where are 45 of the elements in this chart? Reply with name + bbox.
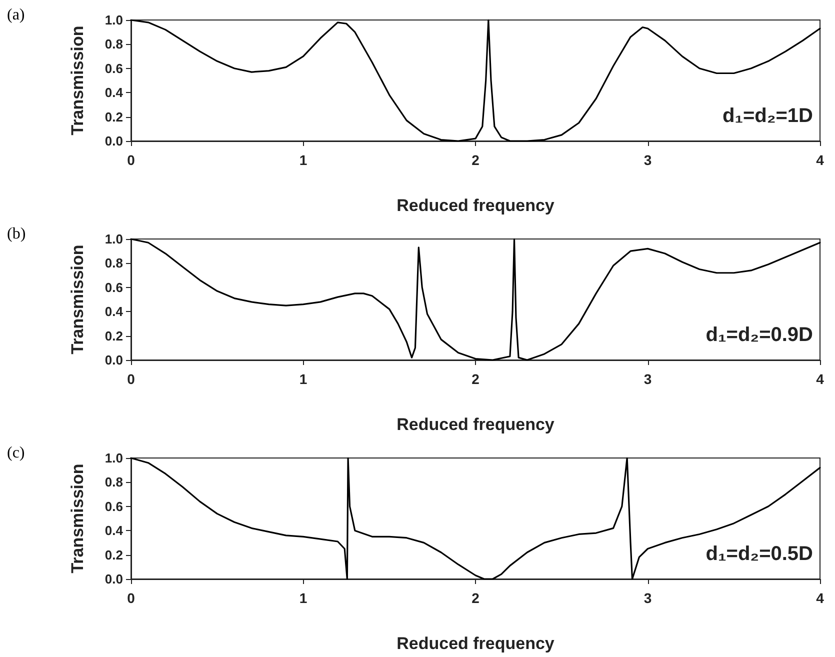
chart-title: (a) (7, 6, 25, 24)
x-tick-label: 1 (299, 152, 308, 168)
y-tick-label: 0.2 (104, 328, 123, 344)
y-tick-label: 0.8 (104, 256, 123, 271)
x-tick-label: 2 (472, 152, 480, 168)
y-tick-label: 0.4 (104, 304, 124, 320)
x-tick-label: 3 (644, 152, 652, 168)
y-tick-label: 0.8 (104, 36, 123, 52)
x-tick-label: 0 (127, 371, 136, 387)
y-tick-label: 0.6 (104, 60, 123, 76)
y-tick-label: 1.0 (104, 232, 123, 246)
y-tick-label: 0.4 (104, 523, 124, 538)
x-tick-label: 0 (127, 590, 136, 606)
chart-title: (c) (7, 444, 25, 462)
y-tick-label: 0.6 (104, 498, 123, 514)
y-tick-label: 0.8 (104, 474, 123, 490)
x-tick-label: 4 (816, 371, 824, 387)
y-axis-title: Transmission (68, 464, 87, 574)
x-tick-label: 2 (472, 590, 480, 606)
x-tick-label: 1 (299, 590, 308, 606)
y-tick-label: 1.0 (104, 12, 123, 28)
y-axis-title: Transmission (68, 244, 87, 354)
annotation: d₁=d₂=1D (722, 105, 814, 127)
y-axis-title: Transmission (68, 26, 87, 136)
x-tick-label: 2 (472, 371, 480, 387)
annotation: d₁=d₂=0.9D (706, 324, 814, 346)
y-tick-label: 0.4 (104, 85, 124, 100)
y-tick-label: 0.0 (104, 352, 123, 368)
x-axis-title: Reduced frequency (396, 415, 555, 434)
y-tick-label: 0.0 (104, 572, 123, 586)
x-tick-label: 3 (644, 371, 652, 387)
x-axis-title: Reduced frequency (396, 196, 555, 215)
x-tick-label: 0 (127, 152, 136, 168)
y-tick-label: 0.2 (104, 547, 123, 562)
y-tick-label: 0.2 (104, 109, 123, 124)
y-tick-label: 0.6 (104, 280, 123, 295)
chart-title: (b) (7, 226, 26, 242)
annotation: d₁=d₂=0.5D (706, 543, 814, 565)
x-tick-label: 4 (816, 590, 824, 606)
y-tick-label: 0.0 (104, 134, 123, 148)
x-tick-label: 3 (644, 590, 652, 606)
x-tick-label: 1 (299, 371, 308, 387)
x-tick-label: 4 (816, 152, 824, 168)
x-axis-title: Reduced frequency (396, 634, 555, 653)
y-tick-label: 1.0 (104, 450, 123, 466)
